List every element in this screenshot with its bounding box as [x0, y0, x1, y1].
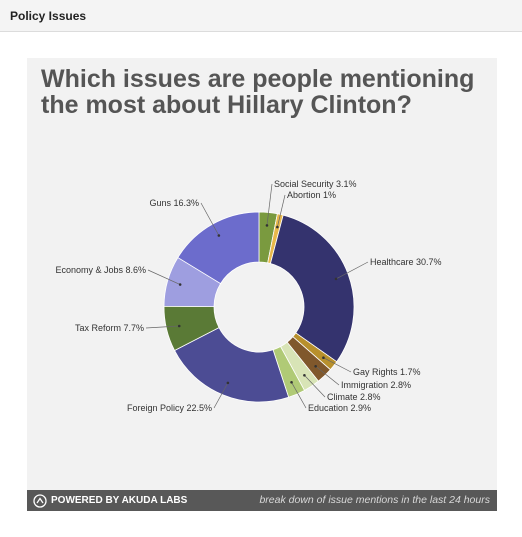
- chart-title: Which issues are people mentioning the m…: [41, 65, 475, 119]
- leader-dot: [322, 356, 325, 360]
- leader-dot: [178, 283, 182, 286]
- powered-by-text: POWERED BY AKUDA LABS: [51, 495, 188, 506]
- slice-label: Gay Rights 1.7%: [353, 367, 421, 377]
- slice-guns[interactable]: [177, 211, 260, 285]
- page-title: Policy Issues: [10, 9, 87, 23]
- leader-dot: [290, 380, 293, 384]
- slice-label: Abortion 1%: [287, 190, 336, 200]
- leader-line: [335, 261, 369, 280]
- leader-dot: [314, 364, 317, 368]
- leader-dot: [276, 225, 279, 229]
- slice-label: Tax Reform 7.7%: [75, 323, 144, 333]
- leader-line: [147, 269, 181, 285]
- leader-line: [145, 325, 180, 329]
- slice-label: Guns 16.3%: [149, 198, 199, 208]
- footer-bar: POWERED BY AKUDA LABS break down of issu…: [27, 490, 497, 511]
- slice-label: Social Security 3.1%: [274, 179, 357, 189]
- slice-label: Healthcare 30.7%: [370, 257, 442, 267]
- leader-dot: [177, 324, 181, 328]
- leader-line: [266, 183, 273, 226]
- leader-line: [277, 194, 286, 228]
- leader-line: [323, 357, 352, 373]
- leader-dot: [226, 381, 230, 385]
- header-bar: Policy Issues: [0, 0, 522, 32]
- akuda-logo-icon: [33, 493, 47, 508]
- leader-line: [213, 382, 229, 409]
- slice-foreign-policy[interactable]: [173, 327, 290, 403]
- leader-dot: [334, 277, 338, 281]
- leader-line: [315, 366, 340, 386]
- slice-label: Education 2.9%: [308, 403, 371, 413]
- slice-label: Immigration 2.8%: [341, 380, 411, 390]
- leader-line: [291, 382, 307, 409]
- leader-dot: [265, 224, 269, 227]
- chart-card: Which issues are people mentioning the m…: [27, 58, 497, 510]
- leader-dot: [217, 234, 221, 237]
- slice-healthcare[interactable]: [269, 214, 355, 363]
- slice-label: Economy & Jobs 8.6%: [55, 265, 146, 275]
- leader-dot: [303, 373, 306, 377]
- leader-line: [200, 202, 220, 236]
- powered-by-badge[interactable]: POWERED BY AKUDA LABS: [33, 493, 187, 508]
- slice-label: Climate 2.8%: [327, 392, 381, 402]
- slice-label: Foreign Policy 22.5%: [127, 403, 212, 413]
- footer-note: break down of issue mentions in the last…: [259, 494, 490, 506]
- leader-line: [304, 375, 326, 398]
